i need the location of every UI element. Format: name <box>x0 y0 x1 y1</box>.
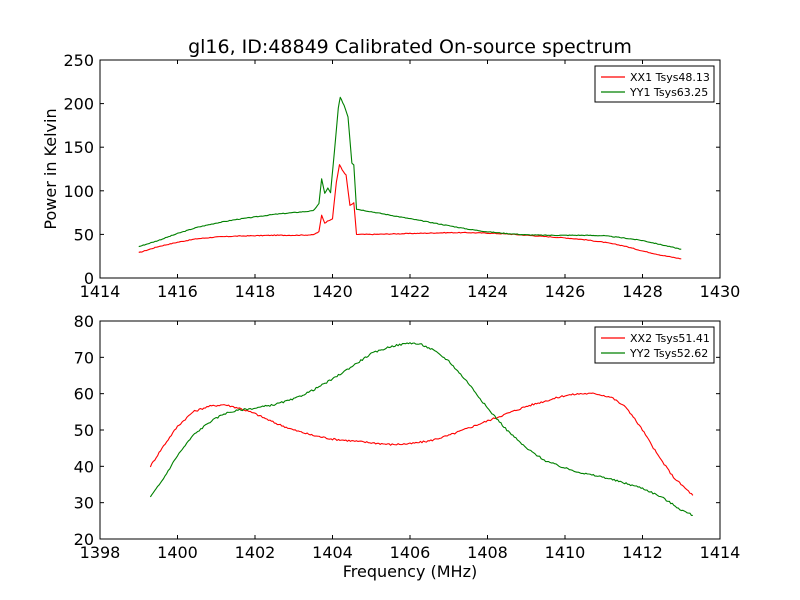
y-tick-label: 50 <box>74 421 94 440</box>
legend: XX2 Tsys51.41 YY2 Tsys52.62 <box>594 326 715 364</box>
y-tick-label: 100 <box>63 182 94 201</box>
legend-box <box>594 326 715 364</box>
x-tick-label: 1410 <box>545 543 586 562</box>
series-line-xx <box>138 164 682 260</box>
y-tick-label: 200 <box>63 95 94 114</box>
top-plot-panel: 1414 1416 1418 1420 1422 1424 1426 1428 1430 0 50 1… <box>41 51 740 301</box>
series-line-yy <box>138 96 682 250</box>
bottom-plot-panel: 1398 1400 1402 1404 1406 1408 1410 1412 1414 20 30… <box>74 312 741 581</box>
x-tick-label: 1424 <box>467 282 508 301</box>
x-tick-label: 1404 <box>312 543 353 562</box>
legend-label: YY2 Tsys52.62 <box>629 347 708 360</box>
x-tick-label: 1428 <box>622 282 663 301</box>
x-tick-label: 1414 <box>700 543 741 562</box>
x-tick-label: 1406 <box>390 543 431 562</box>
legend-label: YY1 Tsys63.25 <box>629 86 708 99</box>
x-tick-label: 1398 <box>80 543 121 562</box>
x-tick-label: 1412 <box>622 543 663 562</box>
y-tick-label: 80 <box>74 312 94 331</box>
x-axis-title: Frequency (MHz) <box>343 562 477 581</box>
x-tick-label: 1422 <box>390 282 431 301</box>
y-tick-label: 20 <box>74 530 94 549</box>
x-tick-label: 1426 <box>545 282 586 301</box>
y-tick-label: 250 <box>63 51 94 70</box>
y-tick-label: 0 <box>84 269 94 288</box>
x-tick-label: 1420 <box>312 282 353 301</box>
series-line-xx <box>149 392 694 496</box>
y-tick-label: 70 <box>74 348 94 367</box>
x-tick-label: 1414 <box>80 282 121 301</box>
x-tick-label: 1418 <box>235 282 276 301</box>
series-line-yy <box>149 342 693 516</box>
legend-box <box>594 65 715 103</box>
y-tick-label: 30 <box>74 494 94 513</box>
legend: XX1 Tsys48.13 YY1 Tsys63.25 <box>594 65 715 103</box>
y-tick-label: 150 <box>63 138 94 157</box>
figure-title: gl16, ID:48849 Calibrated On-source spec… <box>188 36 632 58</box>
x-tick-label: 1430 <box>700 282 741 301</box>
x-tick-label: 1400 <box>157 543 198 562</box>
y-tick-label: 40 <box>74 457 94 476</box>
y-tick-label: 50 <box>74 225 94 244</box>
x-tick-label: 1402 <box>235 543 276 562</box>
legend-label: XX1 Tsys48.13 <box>630 71 710 84</box>
legend-label: XX2 Tsys51.41 <box>630 332 710 345</box>
y-axis-title: Power in Kelvin <box>41 108 60 229</box>
x-tick-label: 1408 <box>467 543 508 562</box>
y-tick-label: 60 <box>74 385 94 404</box>
x-tick-label: 1416 <box>157 282 198 301</box>
